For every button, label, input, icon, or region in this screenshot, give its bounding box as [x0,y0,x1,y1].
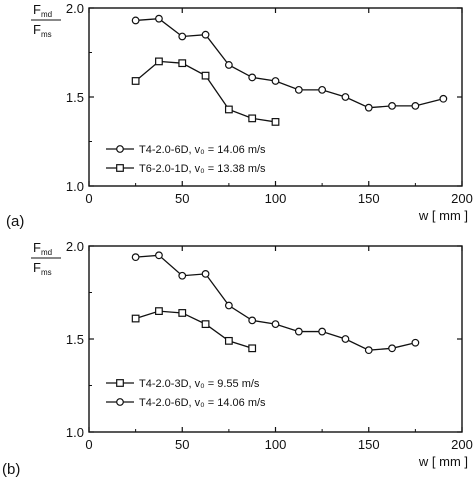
y-tick-label: 1.5 [66,332,84,347]
data-point-square [201,71,210,80]
data-point-circle [224,301,233,310]
data-point-circle [341,335,350,343]
data-point-circle [155,14,163,23]
x-tick-label: 150 [358,191,380,206]
x-tick-label: 100 [265,437,287,452]
x-tick-label: 0 [85,191,92,206]
panel-label: (b) [2,461,20,478]
x-tick-label: 150 [358,437,380,452]
x-tick-label: 50 [175,191,189,206]
legend-label: T4-2.0-6D, v₀ = 14.06 m/s [139,144,266,156]
series-circle [131,251,420,355]
data-point-circle [248,316,257,325]
data-point-circle [224,61,233,69]
x-tick-label: 0 [85,437,92,452]
series-line [135,60,276,123]
data-point-square [271,118,280,126]
y-tick-label: 2.0 [66,1,84,16]
legend-entry: T4-2.0-3D, v₀ = 9.55 m/s [106,378,260,390]
legend-marker-square [116,379,124,387]
series-line [135,310,253,349]
y-tick-label: 1.0 [66,179,84,194]
data-point-circle [388,344,396,353]
x-axis-label: w [ mm ] [418,454,468,469]
data-point-circle [341,93,350,101]
data-point-circle [178,32,187,41]
legend-label: T6-2.0-1D, v₀ = 13.38 m/s [139,163,266,175]
data-point-square [201,320,210,329]
y-label-den-main: F [33,22,41,37]
data-point-circle [131,16,140,25]
legend-label: T4-2.0-6D, v₀ = 14.06 m/s [139,397,266,409]
y-label-den-sub: ms [41,30,52,39]
data-point-square [224,105,233,114]
data-point-square [248,344,257,353]
data-point-circle [318,327,327,336]
data-point-circle [178,271,187,280]
y-label-num-sub: md [41,10,52,19]
data-point-circle [411,338,420,347]
data-point-circle [271,77,280,85]
data-point-circle [131,253,140,262]
x-tick-label: 200 [451,191,473,206]
y-axis-label-denominator: Fms [33,260,52,277]
data-point-circle [318,85,327,94]
data-point-circle [364,103,373,112]
data-point-circle [155,251,163,260]
x-tick-label: 100 [265,191,287,206]
y-label-den-sub: ms [41,268,52,277]
data-point-square [155,307,163,315]
data-point-circle [411,101,420,110]
y-tick-label: 2.0 [66,239,84,254]
y-axis-label-denominator: Fms [33,22,52,39]
data-point-circle [201,270,210,278]
legend-marker-circle [116,145,124,153]
y-tick-label: 1.0 [66,425,84,440]
x-axis-label: w [ mm ] [418,208,468,223]
legend-marker-square [116,164,124,172]
data-point-circle [388,101,396,110]
data-point-square [178,309,187,317]
data-point-circle [294,327,303,336]
plot-frame [88,7,463,187]
y-label-den-main: F [33,260,41,275]
legend-entry: T4-2.0-6D, v₀ = 14.06 m/s [106,144,266,156]
data-point-square [178,59,187,68]
data-point-circle [201,30,210,39]
data-point-circle [364,346,373,355]
series-circle [131,14,448,112]
data-point-square [131,314,140,323]
series-square [131,307,257,353]
series-square [131,57,280,126]
legend-marker-circle [116,398,124,406]
y-axis-label-numerator: Fmd [33,2,52,19]
data-point-circle [294,85,303,94]
y-label-num-main: F [33,240,41,255]
data-point-square [131,77,140,85]
series-line [135,254,416,351]
data-point-square [155,57,163,66]
data-point-circle [271,320,280,329]
legend-label: T4-2.0-3D, v₀ = 9.55 m/s [139,378,260,390]
legend-entry: T6-2.0-1D, v₀ = 13.38 m/s [106,163,266,175]
y-tick-label: 1.5 [66,90,84,105]
data-point-square [248,114,257,123]
y-label-num-sub: md [41,248,52,257]
panel-label: (a) [6,213,24,230]
legend-entry: T4-2.0-6D, v₀ = 14.06 m/s [106,397,266,409]
x-tick-label: 50 [175,437,189,452]
x-tick-label: 200 [451,437,473,452]
data-point-square [224,336,233,345]
data-point-circle [439,94,448,103]
y-axis-label-numerator: Fmd [33,240,52,257]
y-label-num-main: F [33,2,41,17]
data-point-circle [248,73,257,82]
